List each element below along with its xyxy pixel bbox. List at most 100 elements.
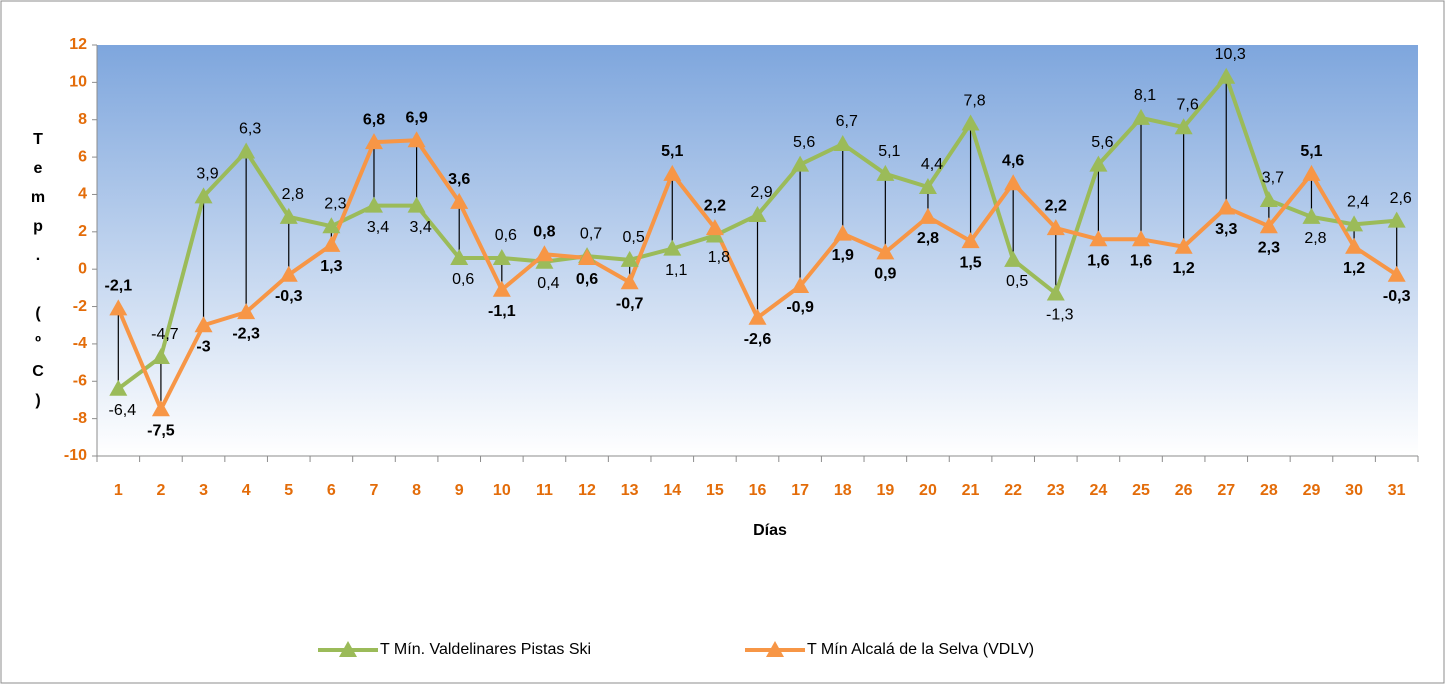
data-label: 3,4	[367, 219, 389, 236]
data-label: -0,9	[786, 299, 814, 316]
legend-label: T Mín. Valdelinares Pistas Ski	[380, 641, 591, 658]
data-label: 0,5	[1006, 273, 1028, 290]
data-label: 0,5	[623, 229, 645, 246]
data-label: 1,1	[665, 262, 687, 279]
data-label: 1,3	[320, 258, 342, 275]
x-tick-label: 17	[791, 482, 809, 499]
y-tick-label: -8	[73, 410, 87, 427]
marker	[322, 235, 341, 252]
x-tick-label: 9	[455, 482, 464, 499]
data-label: 2,3	[1258, 239, 1280, 256]
data-label: 4,6	[1002, 152, 1024, 169]
marker	[1302, 207, 1321, 224]
data-label: 0,7	[580, 225, 602, 242]
x-tick-label: 18	[834, 482, 852, 499]
x-tick-label: 29	[1303, 482, 1321, 499]
x-tick-label: 31	[1388, 482, 1406, 499]
marker	[535, 245, 554, 262]
x-tick-label: 1	[114, 482, 123, 499]
data-label: 10,3	[1215, 46, 1246, 63]
marker	[876, 164, 895, 181]
marker	[1046, 219, 1065, 236]
y-tick-label: -2	[73, 298, 87, 315]
marker	[961, 232, 980, 249]
marker	[578, 248, 597, 265]
data-label: 1,5	[959, 254, 981, 271]
data-label: -4,7	[151, 326, 179, 343]
marker	[748, 308, 767, 325]
marker	[364, 196, 383, 213]
marker	[748, 206, 767, 223]
y-tick-label: 4	[78, 186, 87, 203]
x-tick-label: 12	[578, 482, 596, 499]
x-tick-label: 24	[1090, 482, 1108, 499]
y-tick-label: 10	[69, 74, 87, 91]
y-tick-label: -10	[64, 447, 87, 464]
data-label: 1,6	[1087, 253, 1109, 270]
marker	[1132, 230, 1151, 247]
data-label: 3,6	[448, 171, 470, 188]
data-label: 0,6	[452, 271, 474, 288]
x-tick-label: 3	[199, 482, 208, 499]
data-label: 1,8	[708, 249, 730, 266]
marker	[663, 239, 682, 256]
data-label: 2,9	[750, 184, 772, 201]
x-tick-label: 16	[749, 482, 767, 499]
marker	[705, 219, 724, 236]
y-tick-label: 12	[69, 36, 87, 53]
x-axis-title: Días	[753, 522, 787, 539]
x-tick-label: 28	[1260, 482, 1278, 499]
marker	[322, 217, 341, 234]
marker	[450, 192, 469, 209]
x-tick-label: 14	[663, 482, 681, 499]
x-tick-label: 5	[284, 482, 293, 499]
marker	[450, 248, 469, 265]
x-tick-label: 26	[1175, 482, 1193, 499]
x-tick-label: 25	[1132, 482, 1150, 499]
x-tick-label: 20	[919, 482, 937, 499]
marker	[279, 207, 298, 224]
data-label: 2,2	[1045, 197, 1067, 214]
legend-marker	[766, 641, 784, 657]
data-label: 0,6	[576, 271, 598, 288]
marker	[109, 379, 128, 396]
legend-marker	[339, 641, 357, 657]
x-tick-label: 30	[1345, 482, 1363, 499]
x-tick-label: 6	[327, 482, 336, 499]
data-label: 2,4	[1347, 194, 1369, 211]
marker	[1174, 237, 1193, 254]
data-label: -0,3	[1383, 288, 1411, 305]
data-label: 1,2	[1343, 260, 1365, 277]
marker	[663, 164, 682, 181]
data-label: -0,7	[616, 295, 644, 312]
data-label: 6,8	[363, 111, 385, 128]
x-tick-label: 11	[536, 482, 553, 499]
marker	[237, 142, 256, 159]
marker	[1302, 164, 1321, 181]
marker	[279, 265, 298, 282]
data-label: 0,8	[533, 223, 555, 240]
marker	[1259, 217, 1278, 234]
data-label: 2,2	[704, 197, 726, 214]
y-tick-label: 2	[78, 223, 87, 240]
y-tick-label: -6	[73, 372, 87, 389]
y-tick-label: 8	[78, 111, 87, 128]
marker	[833, 224, 852, 241]
y-tick-label: 0	[78, 260, 87, 277]
data-label: 0,6	[495, 227, 517, 244]
legend-label: T Mín Alcalá de la Selva (VDLV)	[807, 641, 1034, 658]
data-label: 6,9	[405, 109, 427, 126]
data-label: 8,1	[1134, 87, 1156, 104]
data-label: 1,9	[832, 247, 854, 264]
data-label: 5,1	[1300, 143, 1322, 160]
x-tick-label: 13	[621, 482, 639, 499]
x-tick-label: 19	[876, 482, 894, 499]
data-label: 2,8	[1304, 230, 1326, 247]
data-label: 4,4	[921, 156, 943, 173]
data-label: 3,9	[196, 166, 218, 183]
marker	[918, 207, 937, 224]
marker	[876, 243, 895, 260]
marker	[791, 276, 810, 293]
